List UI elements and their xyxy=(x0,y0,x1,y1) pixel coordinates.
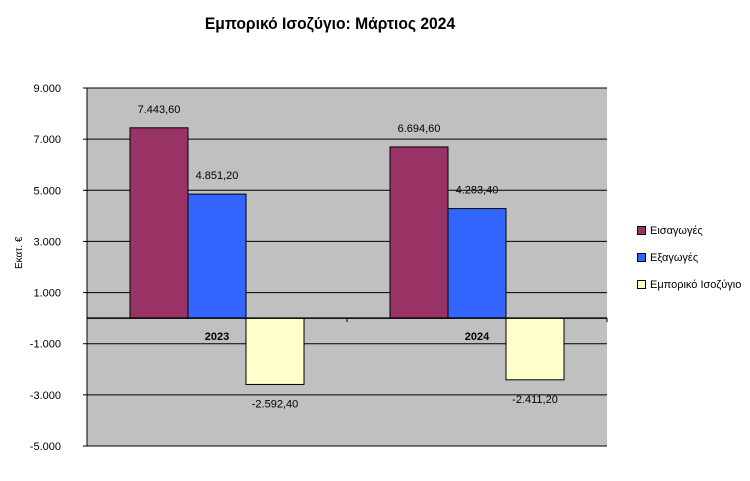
legend-item-exports: Εξαγωγές xyxy=(637,250,741,265)
legend-swatch-exports xyxy=(637,253,646,262)
y-tick-label: 5.000 xyxy=(33,185,61,197)
bar xyxy=(129,127,189,319)
chart-title: Εμπορικό Ισοζύγιο: Μάρτιος 2024 xyxy=(204,14,456,33)
legend-label-exports: Εξαγωγές xyxy=(650,251,699,264)
data-label: 4.283,40 xyxy=(456,185,499,197)
x-tick-label: 2024 xyxy=(465,331,490,343)
legend-item-imports: Εισαγωγές xyxy=(637,223,741,238)
legend-swatch-imports xyxy=(637,226,646,235)
y-axis-label: Εκατ. € xyxy=(14,236,25,269)
legend-swatch-balance xyxy=(637,280,646,289)
data-label: -2.592,40 xyxy=(252,398,298,410)
bar xyxy=(389,146,449,319)
y-tick-label: 7.000 xyxy=(33,134,61,146)
y-tick-label: 9.000 xyxy=(33,83,61,95)
bar xyxy=(447,208,507,319)
y-tick-label: -3.000 xyxy=(30,390,61,402)
data-label: 4.851,20 xyxy=(196,170,239,182)
data-label: 7.443,60 xyxy=(138,104,181,116)
legend-item-balance: Εμπορικό Ισοζύγιο xyxy=(637,277,741,292)
y-tick-label: 1.000 xyxy=(33,288,61,300)
y-tick-label: -1.000 xyxy=(30,339,61,351)
y-tick-label: 3.000 xyxy=(33,236,61,248)
legend: Εισαγωγές Εξαγωγές Εμπορικό Ισοζύγιο xyxy=(637,223,741,304)
legend-label-imports: Εισαγωγές xyxy=(650,224,703,237)
bar xyxy=(505,317,565,381)
data-label: -2.411,20 xyxy=(512,394,558,406)
bar xyxy=(245,317,305,385)
data-label: 6.694,60 xyxy=(398,123,441,135)
x-tick-label: 2023 xyxy=(205,331,229,343)
y-tick-label: -5.000 xyxy=(30,441,61,453)
bar xyxy=(187,193,247,319)
legend-label-balance: Εμπορικό Ισοζύγιο xyxy=(650,278,742,291)
